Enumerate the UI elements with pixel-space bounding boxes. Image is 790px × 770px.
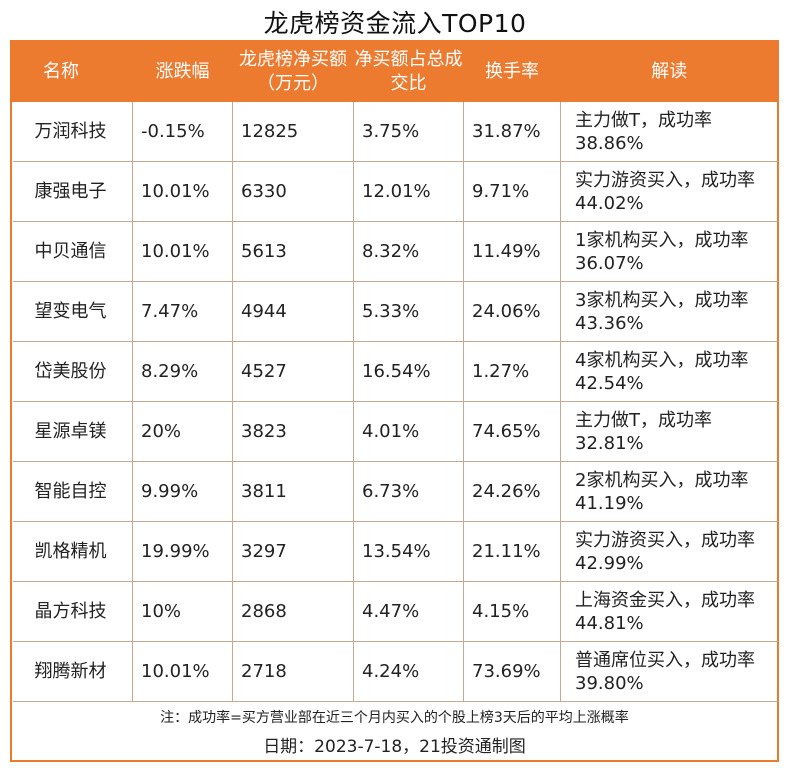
table-header-row: 名称 涨跌幅 龙虎榜净买额（万元） 净买额占总成交比 换手率 解读 xyxy=(12,42,778,102)
header-comment: 解读 xyxy=(560,42,778,102)
cell-name: 万润科技 xyxy=(12,102,133,162)
cell-name: 中贝通信 xyxy=(12,221,133,282)
cell-ratio: 3.75% xyxy=(353,102,464,162)
cell-net-buy: 2718 xyxy=(232,641,354,702)
cell-ratio: 12.01% xyxy=(353,161,464,222)
page-title: 龙虎榜资金流入TOP10 xyxy=(263,9,527,38)
cell-comment: 实力游资买入，成功率42.99% xyxy=(560,521,778,582)
cell-comment: 主力做T，成功率38.86% xyxy=(560,102,778,162)
table-row: 智能自控 9.99% 3811 6.73% 24.26% 2家机构买入，成功率41.19% xyxy=(12,461,778,522)
cell-turnover: 1.27% xyxy=(463,341,561,402)
header-ratio: 净买额占总成交比 xyxy=(353,42,464,102)
table-row: 中贝通信 10.01% 5613 8.32% 11.49% 1家机构买入，成功率36.07… xyxy=(12,221,778,282)
header-net-buy: 龙虎榜净买额（万元） xyxy=(232,42,354,102)
cell-comment: 2家机构买入，成功率41.19% xyxy=(560,461,778,522)
table-row: 岱美股份 8.29% 4527 16.54% 1.27% 4家机构买入，成功率42.54% xyxy=(12,341,778,402)
cell-change: 10.01% xyxy=(132,161,233,222)
cell-name: 星源卓镁 xyxy=(12,401,133,462)
cell-turnover: 74.65% xyxy=(463,401,561,462)
cell-net-buy: 5613 xyxy=(232,221,354,282)
cell-turnover: 4.15% xyxy=(463,581,561,642)
header-turnover: 换手率 xyxy=(463,42,561,102)
cell-turnover: 31.87% xyxy=(463,102,561,162)
cell-net-buy: 4944 xyxy=(232,281,354,342)
credit-line: 日期：2023-7-18，21投资通制图 xyxy=(263,737,526,757)
cell-ratio: 5.33% xyxy=(353,281,464,342)
cell-ratio: 13.54% xyxy=(353,521,464,582)
cell-change: 9.99% xyxy=(132,461,233,522)
cell-turnover: 9.71% xyxy=(463,161,561,222)
cell-change: -0.15% xyxy=(132,102,233,162)
cell-ratio: 4.01% xyxy=(353,401,464,462)
table-row: 星源卓镁 20% 3823 4.01% 74.65% 主力做T，成功率32.81% xyxy=(12,401,778,462)
cell-name: 凯格精机 xyxy=(12,521,133,582)
cell-net-buy: 6330 xyxy=(232,161,354,222)
cell-comment: 4家机构买入，成功率42.54% xyxy=(560,341,778,402)
cell-net-buy: 12825 xyxy=(232,102,354,162)
table-row: 康强电子 10.01% 6330 12.01% 9.71% 实力游资买入，成功率44.02… xyxy=(12,161,778,222)
cell-ratio: 16.54% xyxy=(353,341,464,402)
header-name: 名称 xyxy=(12,42,133,102)
cell-turnover: 21.11% xyxy=(463,521,561,582)
cell-net-buy: 2868 xyxy=(232,581,354,642)
cell-comment: 上海资金买入，成功率44.81% xyxy=(560,581,778,642)
cell-turnover: 24.06% xyxy=(463,281,561,342)
cell-ratio: 8.32% xyxy=(353,221,464,282)
header-change: 涨跌幅 xyxy=(132,42,233,102)
cell-name: 智能自控 xyxy=(12,461,133,522)
cell-comment: 主力做T，成功率32.81% xyxy=(560,401,778,462)
cell-name: 晶方科技 xyxy=(12,581,133,642)
table-row: 凯格精机 19.99% 3297 13.54% 21.11% 实力游资买入，成功率42.9… xyxy=(12,521,778,582)
cell-net-buy: 3811 xyxy=(232,461,354,522)
table-row: 望变电气 7.47% 4944 5.33% 24.06% 3家机构买入，成功率43.36% xyxy=(12,281,778,342)
cell-change: 10.01% xyxy=(132,221,233,282)
cell-change: 7.47% xyxy=(132,281,233,342)
cell-net-buy: 3297 xyxy=(232,521,354,582)
cell-turnover: 11.49% xyxy=(463,221,561,282)
cell-net-buy: 4527 xyxy=(232,341,354,402)
cell-change: 19.99% xyxy=(132,521,233,582)
table-row: 晶方科技 10% 2868 4.47% 4.15% 上海资金买入，成功率44.81% xyxy=(12,581,778,642)
cell-change: 20% xyxy=(132,401,233,462)
cell-turnover: 24.26% xyxy=(463,461,561,522)
footnote: 注：成功率=买方营业部在近三个月内买入的个股上榜3天后的平均上涨概率 xyxy=(160,710,629,726)
cell-change: 8.29% xyxy=(132,341,233,402)
cell-comment: 实力游资买入，成功率44.02% xyxy=(560,161,778,222)
cell-name: 望变电气 xyxy=(12,281,133,342)
cell-name: 翔腾新材 xyxy=(12,641,133,702)
data-table-frame: 名称 涨跌幅 龙虎榜净买额（万元） 净买额占总成交比 换手率 解读 万润科技 -0… xyxy=(10,40,779,762)
cell-change: 10% xyxy=(132,581,233,642)
cell-name: 康强电子 xyxy=(12,161,133,222)
table-row: 万润科技 -0.15% 12825 3.75% 31.87% 主力做T，成功率38.86% xyxy=(12,102,778,162)
table-row: 翔腾新材 10.01% 2718 4.24% 73.69% 普通席位买入，成功率39.80… xyxy=(12,641,778,702)
cell-net-buy: 3823 xyxy=(232,401,354,462)
cell-turnover: 73.69% xyxy=(463,641,561,702)
cell-name: 岱美股份 xyxy=(12,341,133,402)
data-table: 名称 涨跌幅 龙虎榜净买额（万元） 净买额占总成交比 换手率 解读 万润科技 -0… xyxy=(12,42,778,702)
cell-comment: 3家机构买入，成功率43.36% xyxy=(560,281,778,342)
cell-comment: 普通席位买入，成功率39.80% xyxy=(560,641,778,702)
cell-comment: 1家机构买入，成功率36.07% xyxy=(560,221,778,282)
cell-change: 10.01% xyxy=(132,641,233,702)
cell-ratio: 4.24% xyxy=(353,641,464,702)
cell-ratio: 4.47% xyxy=(353,581,464,642)
cell-ratio: 6.73% xyxy=(353,461,464,522)
